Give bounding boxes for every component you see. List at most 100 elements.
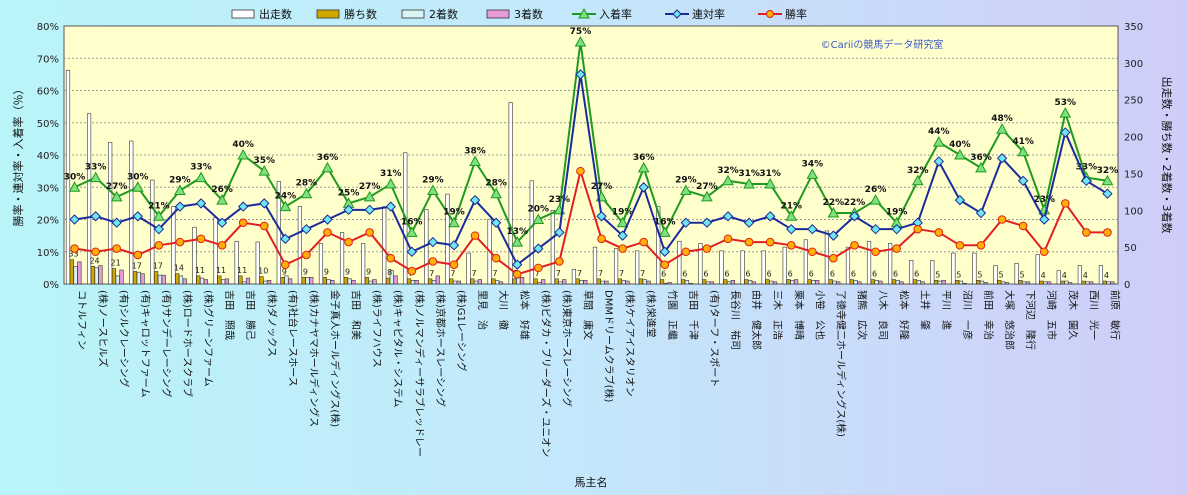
place-rate-point — [1101, 174, 1114, 186]
rentai-rate-point — [849, 211, 860, 222]
rentai-rate-point — [343, 204, 354, 216]
win-rate-point — [238, 218, 248, 228]
legend-label: 出走数 — [259, 7, 292, 21]
seconds-bar — [495, 280, 500, 285]
starts-bar — [382, 206, 387, 285]
wins-bar — [807, 279, 812, 285]
starts-bar — [466, 252, 471, 285]
win-rate-point — [365, 228, 374, 237]
thirds-bar — [98, 265, 103, 285]
place-rate-label: 27% — [591, 182, 613, 192]
rentai-rate-point — [764, 211, 776, 222]
starts-bar — [1056, 270, 1061, 285]
place-rate-point — [279, 200, 292, 212]
thirds-bar — [267, 280, 272, 285]
starts-bar — [571, 268, 577, 285]
rentai-rate-point — [69, 214, 80, 225]
place-rate-label: 28% — [296, 179, 318, 189]
y-left-tick-label: 10% — [37, 248, 59, 259]
place-rate-point — [722, 174, 734, 186]
starts-bar — [508, 102, 513, 285]
starts-bar — [255, 241, 260, 285]
place-rate-label: 44% — [928, 127, 950, 137]
win-rate-point — [765, 237, 775, 247]
starts-bar — [635, 250, 640, 285]
wins-count-label: 7 — [640, 269, 645, 278]
place-rate-label: 23% — [1033, 195, 1055, 205]
x-category-label: (有)サンデーレーシング — [160, 290, 173, 398]
seconds-bar — [242, 281, 247, 285]
wins-count-label: 11 — [237, 266, 247, 275]
thirds-bar — [857, 281, 862, 285]
y-left-tick-label: 70% — [37, 54, 59, 65]
wins-bar — [364, 277, 370, 285]
win-rate-point — [217, 241, 227, 250]
x-category-label: 大川 徹 — [497, 290, 510, 330]
place-rate-point — [448, 216, 460, 228]
place-rate-point — [637, 161, 650, 173]
legend-label: 2着数 — [429, 7, 458, 21]
place-rate-point — [363, 190, 376, 202]
seconds-bar — [1022, 281, 1027, 285]
wins-bar — [1018, 280, 1023, 285]
x-category-label: 里見 治 — [476, 290, 489, 330]
place-rate-point — [975, 161, 987, 173]
place-rate-point — [932, 136, 945, 147]
x-category-label: 前原 敏行 — [1108, 290, 1121, 340]
starts-bar — [1035, 254, 1040, 285]
starts-bar — [86, 113, 92, 285]
y-left-tick-label: 20% — [37, 216, 59, 227]
wins-bar — [1039, 280, 1044, 285]
seconds-bar — [558, 281, 563, 285]
x-category-label: 西川 光一 — [1087, 290, 1100, 340]
x-category-label: (株)ライフハウス — [371, 290, 384, 368]
seconds-bar — [811, 280, 816, 285]
y-left-tick-label: 40% — [37, 151, 59, 162]
starts-bar — [129, 140, 134, 285]
wins-bar — [744, 279, 749, 285]
win-rate-point — [597, 234, 606, 244]
win-rate-point — [618, 244, 627, 253]
x-category-label: (株)ビダカ・ブリーダーズ・ユニオン — [539, 290, 552, 457]
thirds-bar — [751, 281, 757, 285]
legend-marker — [766, 10, 774, 18]
thirds-bar — [372, 279, 377, 285]
rentai-rate-point — [870, 223, 881, 235]
thirds-bar — [604, 280, 609, 285]
starts-bar — [108, 142, 113, 285]
seconds-bar — [199, 277, 205, 285]
place-rate-point — [911, 174, 924, 186]
wins-count-label: 9 — [324, 267, 329, 276]
rentai-rate-point — [90, 211, 101, 222]
x-category-label: 八木 良司 — [877, 290, 890, 340]
wins-bar — [1060, 280, 1065, 285]
seconds-bar — [790, 280, 795, 285]
watermark-text: ©Cariiの競馬データ研究室 — [821, 38, 944, 51]
starts-bar — [888, 243, 893, 285]
place-rate-label: 21% — [148, 201, 170, 211]
place-rate-label: 33% — [1076, 163, 1098, 173]
place-rate-label: 22% — [823, 198, 845, 208]
wins-count-label: 9 — [282, 267, 287, 276]
y-right-axis-title: 出走数・勝ち数・2着数・3着数 — [1160, 77, 1174, 234]
place-rate-point — [574, 36, 587, 47]
x-category-label: 平川 進 — [940, 290, 952, 330]
place-rate-label: 23% — [549, 195, 571, 205]
win-rate-point — [660, 260, 670, 269]
place-rate-label: 19% — [886, 208, 908, 218]
legend-swatch — [401, 9, 425, 19]
y-left-tick-label: 80% — [37, 22, 59, 33]
place-rate-point — [996, 123, 1008, 134]
seconds-bar — [115, 275, 120, 285]
seconds-bar — [221, 279, 226, 285]
place-rate-label: 30% — [127, 172, 149, 182]
place-rate-label: 19% — [443, 208, 465, 218]
wins-bar — [428, 278, 433, 285]
x-category-label: 下河辺 隆行 — [1024, 290, 1037, 350]
place-rate-label: 32% — [1097, 166, 1119, 176]
place-rate-point — [469, 155, 481, 166]
place-rate-point — [532, 213, 545, 224]
place-rate-point — [701, 190, 713, 202]
x-category-label: 土井 肇 — [919, 290, 932, 330]
wins-count-label: 33 — [68, 250, 78, 259]
